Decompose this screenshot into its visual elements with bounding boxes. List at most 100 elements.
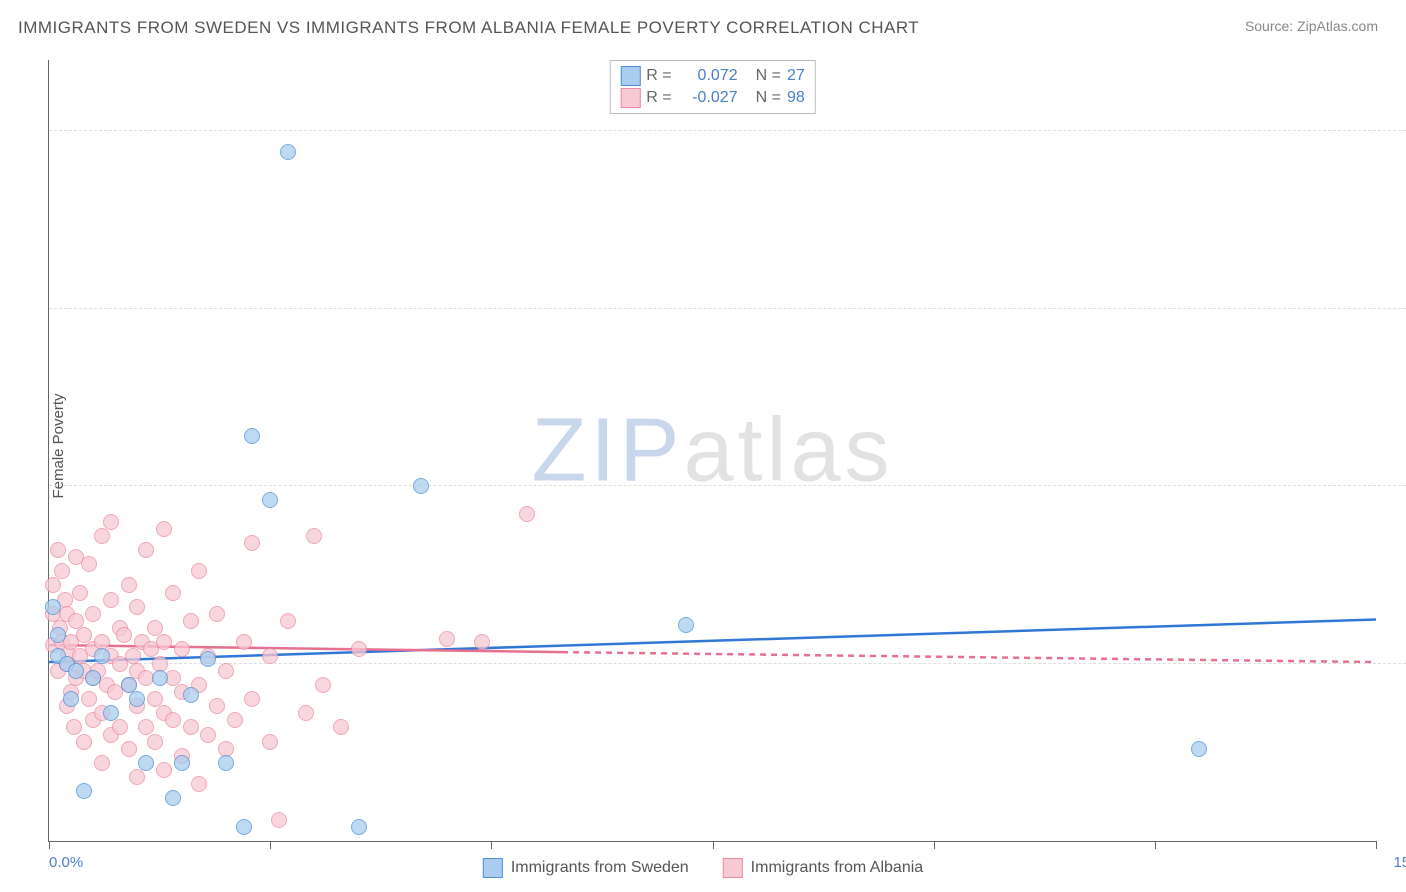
data-point-albania: [94, 528, 110, 544]
data-point-albania: [121, 577, 137, 593]
n-value: 98: [787, 89, 805, 107]
data-point-sweden: [85, 670, 101, 686]
data-point-albania: [519, 506, 535, 522]
data-point-sweden: [68, 663, 84, 679]
data-point-albania: [45, 577, 61, 593]
data-point-sweden: [678, 617, 694, 633]
gridline: [49, 485, 1406, 486]
data-point-sweden: [280, 144, 296, 160]
data-point-albania: [116, 627, 132, 643]
data-point-albania: [183, 719, 199, 735]
data-point-albania: [129, 769, 145, 785]
data-point-albania: [351, 641, 367, 657]
legend-item-albania: Immigrants from Albania: [723, 858, 924, 878]
data-point-albania: [76, 734, 92, 750]
source-link[interactable]: ZipAtlas.com: [1297, 18, 1378, 34]
data-point-albania: [94, 755, 110, 771]
data-point-albania: [103, 592, 119, 608]
data-point-sweden: [200, 651, 216, 667]
statbox-swatch: [620, 66, 640, 86]
data-point-albania: [54, 563, 70, 579]
data-point-albania: [271, 812, 287, 828]
data-point-sweden: [351, 819, 367, 835]
n-label: N =: [756, 67, 781, 85]
data-point-albania: [227, 712, 243, 728]
legend-swatch-sweden: [483, 858, 503, 878]
r-label: R =: [646, 67, 671, 85]
data-point-albania: [138, 542, 154, 558]
data-point-sweden: [63, 691, 79, 707]
legend-swatch-albania: [723, 858, 743, 878]
scatter-chart: ZIPatlas R =0.072N =27R =-0.027N =98 0.0…: [48, 60, 1376, 842]
data-point-albania: [156, 521, 172, 537]
data-point-albania: [112, 719, 128, 735]
data-point-albania: [81, 691, 97, 707]
data-point-albania: [156, 634, 172, 650]
x-tick: [1155, 841, 1156, 849]
data-point-sweden: [236, 819, 252, 835]
data-point-albania: [439, 631, 455, 647]
data-point-sweden: [218, 755, 234, 771]
data-point-albania: [85, 606, 101, 622]
data-point-albania: [333, 719, 349, 735]
source-prefix: Source:: [1245, 18, 1297, 34]
data-point-albania: [209, 698, 225, 714]
data-point-albania: [209, 606, 225, 622]
legend-label-sweden: Immigrants from Sweden: [511, 859, 689, 877]
gridline: [49, 663, 1406, 664]
legend: Immigrants from Sweden Immigrants from A…: [483, 858, 923, 878]
x-tick: [270, 841, 271, 849]
data-point-sweden: [103, 705, 119, 721]
data-point-albania: [200, 727, 216, 743]
data-point-albania: [103, 514, 119, 530]
data-point-albania: [191, 563, 207, 579]
data-point-albania: [315, 677, 331, 693]
data-point-albania: [218, 663, 234, 679]
data-point-sweden: [50, 627, 66, 643]
data-point-albania: [165, 712, 181, 728]
data-point-sweden: [94, 648, 110, 664]
gridline: [49, 308, 1406, 309]
trend-lines: [49, 60, 1376, 841]
n-label: N =: [756, 89, 781, 107]
data-point-sweden: [152, 670, 168, 686]
chart-title: IMMIGRANTS FROM SWEDEN VS IMMIGRANTS FRO…: [18, 18, 919, 38]
data-point-albania: [156, 762, 172, 778]
data-point-albania: [183, 613, 199, 629]
x-tick: [934, 841, 935, 849]
data-point-albania: [147, 734, 163, 750]
data-point-albania: [191, 776, 207, 792]
data-point-albania: [66, 719, 82, 735]
legend-label-albania: Immigrants from Albania: [751, 859, 924, 877]
statbox-row-sweden: R = 0.072 N = 27: [620, 65, 804, 87]
data-point-albania: [262, 734, 278, 750]
correlation-statbox: R =0.072N =27R =-0.027N =98: [609, 60, 815, 114]
n-value: 27: [787, 67, 805, 85]
data-point-albania: [262, 648, 278, 664]
data-point-albania: [174, 641, 190, 657]
data-point-sweden: [76, 783, 92, 799]
data-point-albania: [72, 585, 88, 601]
data-point-albania: [306, 528, 322, 544]
data-point-albania: [474, 634, 490, 650]
x-axis-min-label: 0.0%: [49, 854, 83, 871]
legend-item-sweden: Immigrants from Sweden: [483, 858, 689, 878]
x-tick: [713, 841, 714, 849]
statbox-row-albania: R =-0.027N =98: [620, 87, 804, 109]
data-point-albania: [236, 634, 252, 650]
data-point-albania: [298, 705, 314, 721]
r-value: 0.072: [678, 67, 738, 85]
data-point-sweden: [165, 790, 181, 806]
x-tick: [49, 841, 50, 849]
r-label: R =: [646, 89, 671, 107]
data-point-sweden: [244, 428, 260, 444]
data-point-albania: [121, 741, 137, 757]
data-point-albania: [50, 542, 66, 558]
data-point-sweden: [413, 478, 429, 494]
data-point-sweden: [45, 599, 61, 615]
data-point-sweden: [138, 755, 154, 771]
source-attribution: Source: ZipAtlas.com: [1245, 18, 1378, 34]
data-point-sweden: [183, 687, 199, 703]
data-point-albania: [129, 599, 145, 615]
data-point-sweden: [129, 691, 145, 707]
